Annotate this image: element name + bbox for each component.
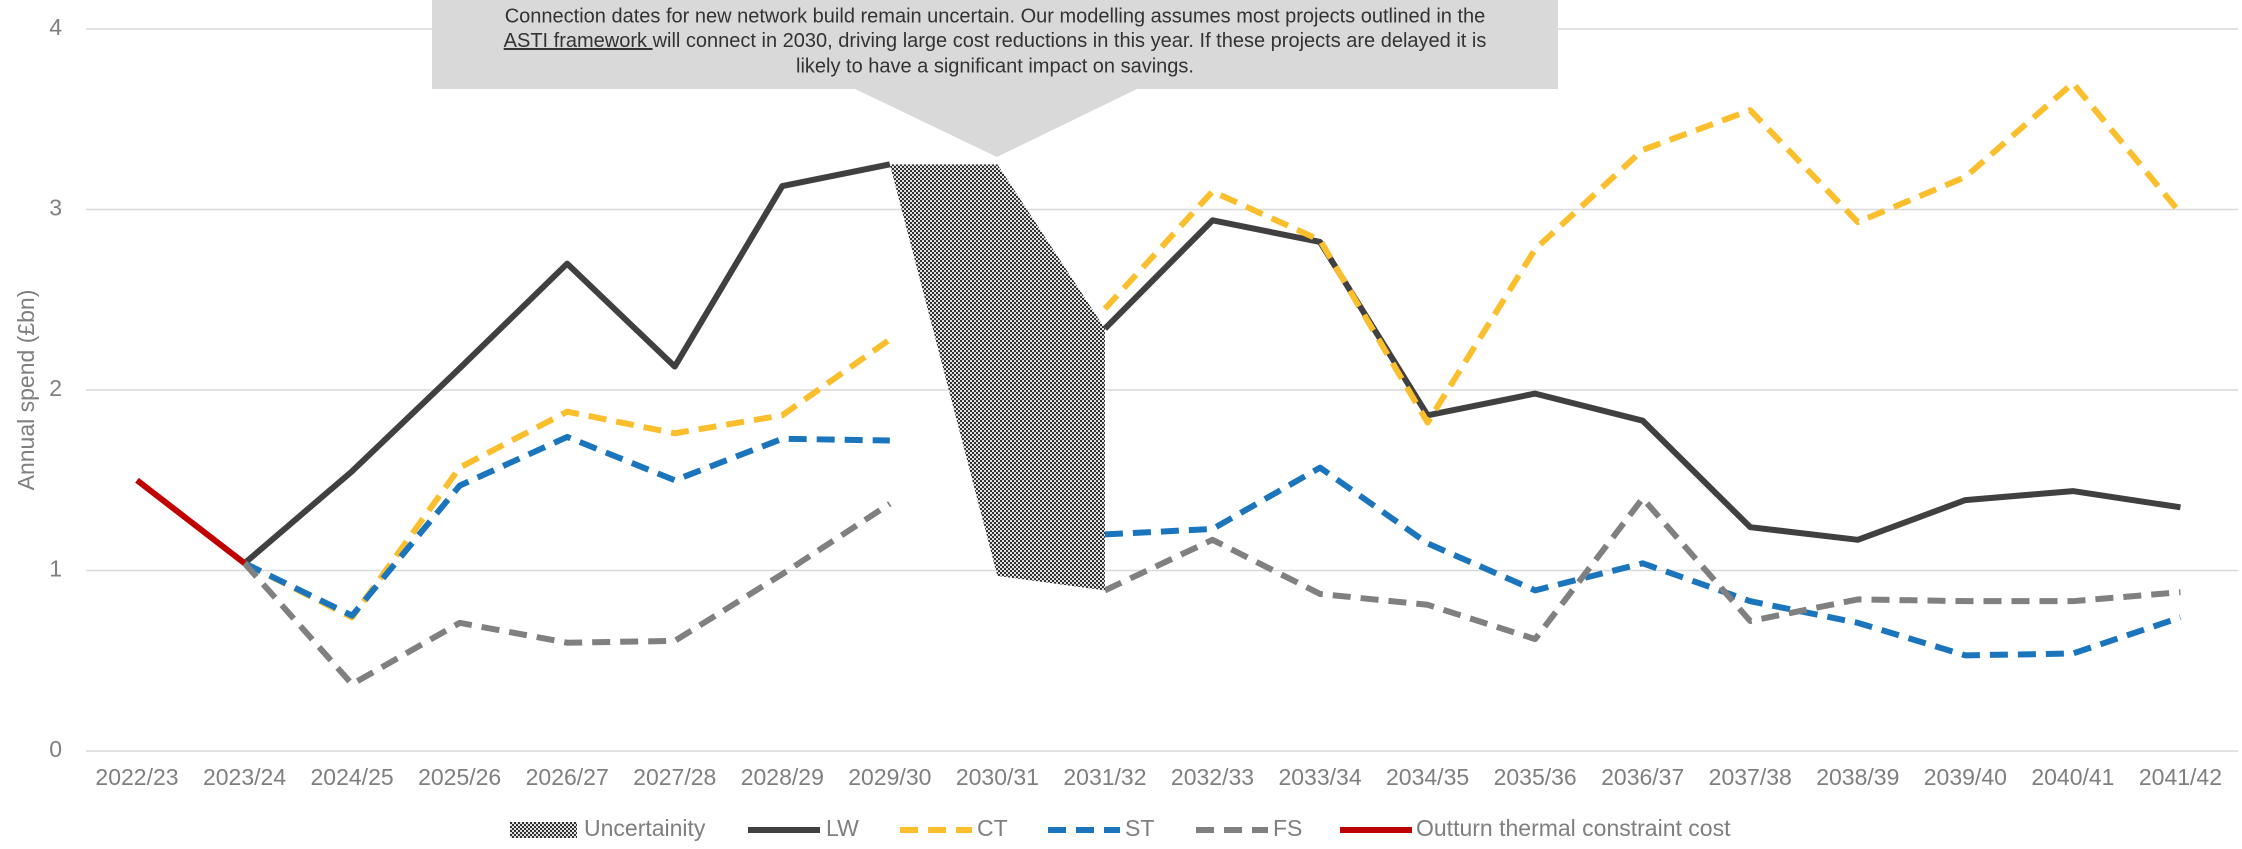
y-tick-label: 2 bbox=[49, 375, 62, 401]
x-tick-label: 2036/37 bbox=[1601, 764, 1684, 790]
x-tick-label: 2040/41 bbox=[2031, 764, 2114, 790]
annotation-link[interactable]: ASTI framework bbox=[504, 30, 653, 52]
plot: 0 1 2 3 4 2022/23 2023/24 2024/25 2025/26 2026/27… bbox=[49, 14, 2238, 841]
annotation-text: will connect in 2030, driving large cost… bbox=[652, 30, 1487, 52]
annotation-line: Connection dates for new network build r… bbox=[505, 5, 1486, 27]
series-line bbox=[243, 433, 2182, 659]
annotation-box bbox=[432, 0, 1558, 157]
legend-label: Outturn thermal constraint cost bbox=[1416, 815, 1731, 841]
legend-label: FS bbox=[1273, 815, 1302, 841]
annotation-line: ASTI framework will connect in 2030, dri… bbox=[504, 30, 1487, 52]
x-tick-label: 2026/27 bbox=[526, 764, 609, 790]
legend-label: Uncertainity bbox=[584, 815, 706, 841]
series-line bbox=[135, 477, 247, 566]
x-tick-label: 2022/23 bbox=[95, 764, 178, 790]
x-tick-label: 2039/40 bbox=[1924, 764, 2007, 790]
x-tick-label: 2030/31 bbox=[956, 764, 1039, 790]
y-tick-label: 0 bbox=[49, 736, 62, 762]
x-tick-label: 2029/30 bbox=[848, 764, 931, 790]
x-tick-label: 2023/24 bbox=[203, 764, 286, 790]
x-tick-label: 2033/34 bbox=[1278, 764, 1361, 790]
y-axis-label: Annual spend (£bn) bbox=[13, 290, 39, 491]
uncertainty-band bbox=[889, 164, 1105, 591]
series-line bbox=[242, 161, 2181, 566]
y-tick-label: 1 bbox=[49, 556, 62, 582]
legend-label: ST bbox=[1125, 815, 1154, 841]
series-line bbox=[242, 495, 2181, 688]
legend-swatch bbox=[510, 822, 577, 838]
x-tick-label: 2041/42 bbox=[2139, 764, 2222, 790]
x-tick-label: 2038/39 bbox=[1816, 764, 1899, 790]
x-tick-label: 2035/36 bbox=[1494, 764, 1577, 790]
y-tick-label: 4 bbox=[49, 14, 62, 40]
y-tick-label: 3 bbox=[49, 195, 62, 221]
x-tick-label: 2027/28 bbox=[633, 764, 716, 790]
x-tick-label: 2031/32 bbox=[1063, 764, 1146, 790]
x-tick-label: 2024/25 bbox=[311, 764, 394, 790]
legend-label: LW bbox=[826, 815, 859, 841]
x-tick-label: 2025/26 bbox=[418, 764, 501, 790]
legend-label: CT bbox=[977, 815, 1008, 841]
annotation-line: likely to have a significant impact on s… bbox=[796, 55, 1194, 77]
x-tick-label: 2037/38 bbox=[1709, 764, 1792, 790]
x-tick-label: 2028/29 bbox=[741, 764, 824, 790]
x-tick-label: 2032/33 bbox=[1171, 764, 1254, 790]
x-tick-label: 2034/35 bbox=[1386, 764, 1469, 790]
